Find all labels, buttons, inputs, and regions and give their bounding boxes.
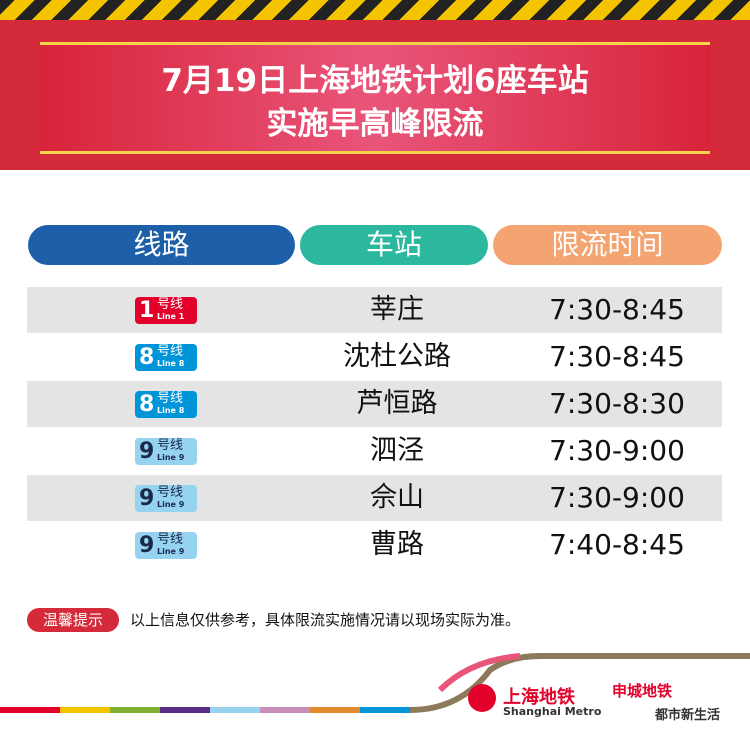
brand-text: 申城地铁 xyxy=(612,682,673,700)
line-label-en: Line 1 xyxy=(157,312,185,321)
restriction-time: 7:40-8:45 xyxy=(549,528,685,561)
station-name: 沈杜公路 xyxy=(343,341,451,372)
line-label: 号线 xyxy=(157,485,184,500)
banner-panel xyxy=(40,42,710,154)
line-label: 号线 xyxy=(157,391,184,406)
line-badge: 8 号线 Line 8 xyxy=(135,391,197,418)
line-label-en: Line 9 xyxy=(157,500,185,509)
restriction-time: 7:30-9:00 xyxy=(549,434,685,467)
restriction-time: 7:30-8:45 xyxy=(549,293,685,326)
table-row: 1 号线 Line 1 莘庄 7:30-8:45 xyxy=(27,287,722,333)
restriction-time: 7:30-8:45 xyxy=(549,340,685,373)
notice-label: 温馨提示 xyxy=(27,608,119,632)
line-badge: 1 号线 Line 1 xyxy=(135,297,197,324)
notice-text: 以上信息仅供参考，具体限流实施情况请以现场实际为准。 xyxy=(130,611,521,629)
line-label-en: Line 8 xyxy=(157,406,185,415)
line-number: 9 xyxy=(139,486,155,511)
table-row: 9 号线 Line 9 泗泾 7:30-9:00 xyxy=(27,428,722,474)
title: 实施早高峰限流 xyxy=(266,106,484,142)
station-name: 莘庄 xyxy=(370,294,424,325)
brand-slogan: 都市新生活 xyxy=(655,708,721,723)
line-number: 9 xyxy=(139,533,155,558)
footer-stripes xyxy=(0,653,750,713)
line-label: 号线 xyxy=(157,344,184,359)
station-name: 泗泾 xyxy=(370,435,424,466)
line-label-en: Line 9 xyxy=(157,547,185,556)
line-number: 9 xyxy=(139,439,155,464)
table-row: 8 号线 Line 8 沈杜公路 7:30-8:45 xyxy=(27,334,722,380)
restriction-time: 7:30-9:00 xyxy=(549,481,685,514)
logo-text: Shanghai Metro xyxy=(503,705,602,718)
station-name: 曹路 xyxy=(370,529,424,560)
table-row: 9 号线 Line 9 曹路 7:40-8:45 xyxy=(27,522,722,568)
line-number: 8 xyxy=(139,392,155,417)
station-name: 芦恒路 xyxy=(356,388,438,419)
column-header: 限流时间 xyxy=(493,225,722,265)
column-header: 线路 xyxy=(28,225,295,265)
line-badge: 8 号线 Line 8 xyxy=(135,344,197,371)
table-row: 9 号线 Line 9 佘山 7:30-9:00 xyxy=(27,475,722,521)
table-row: 8 号线 Line 8 芦恒路 7:30-8:30 xyxy=(27,381,722,427)
line-number: 1 xyxy=(139,298,155,323)
line-badge: 9 号线 Line 9 xyxy=(135,438,197,465)
line-badge: 9 号线 Line 9 xyxy=(135,485,197,512)
station-name: 佘山 xyxy=(370,482,424,513)
hazard-stripe xyxy=(0,0,750,20)
column-header: 车站 xyxy=(300,225,488,265)
line-badge: 9 号线 Line 9 xyxy=(135,532,197,559)
line-label-en: Line 9 xyxy=(157,453,185,462)
line-label-en: Line 8 xyxy=(157,359,185,368)
line-label: 号线 xyxy=(157,297,184,312)
line-label: 号线 xyxy=(157,438,184,453)
restriction-time: 7:30-8:30 xyxy=(549,387,685,420)
logo-text: 上海地铁 xyxy=(503,687,575,708)
line-label: 号线 xyxy=(157,532,184,547)
title: 7月19日上海地铁计划6座车站 xyxy=(161,63,589,99)
line-number: 8 xyxy=(139,345,155,370)
banner xyxy=(0,20,750,170)
